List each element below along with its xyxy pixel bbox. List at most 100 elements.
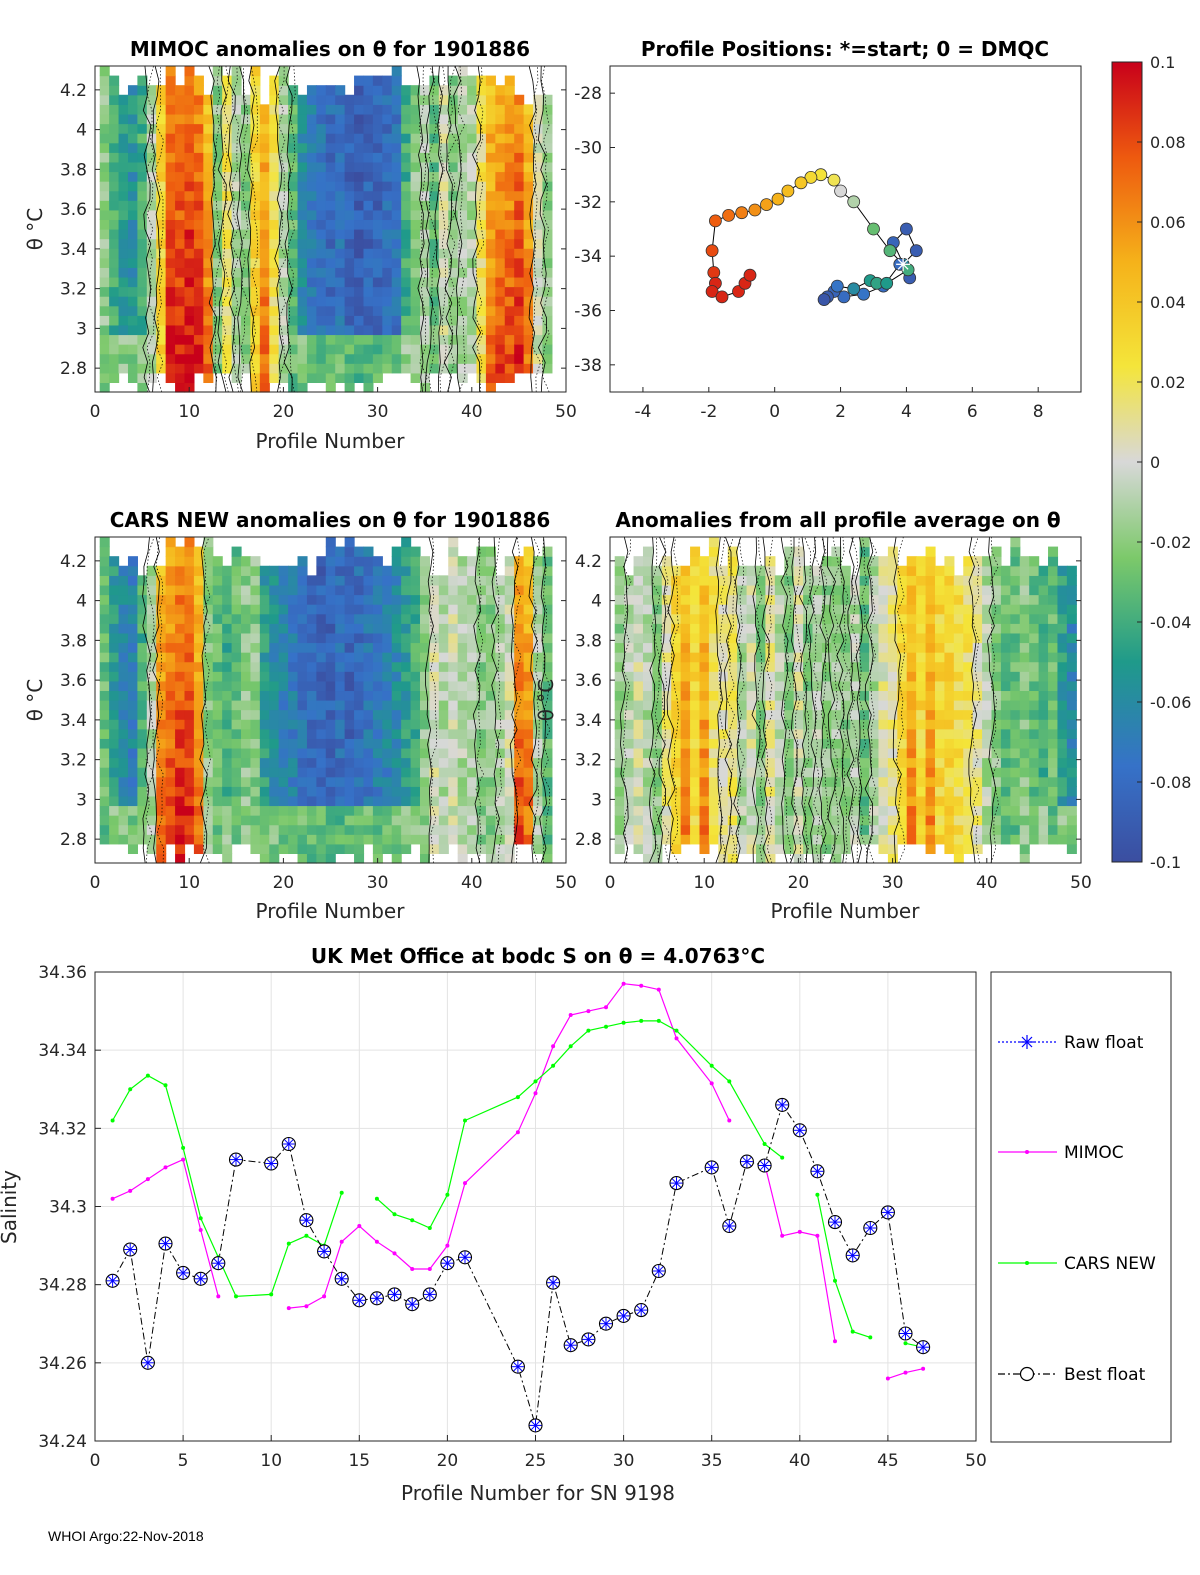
mimoc-cell [250,152,261,163]
cars-cell [419,843,431,855]
mimoc-cell [344,181,355,192]
cars-cell [382,613,393,624]
mimoc-cell [212,94,223,105]
mimoc-cell [438,133,449,144]
allavg-cell [727,604,738,615]
cars-cell [109,834,120,845]
allavg-cell [1010,623,1021,634]
allavg-cell [821,632,832,644]
cars-cell [514,623,525,634]
mimoc-cell [438,85,449,96]
cars-cell [476,623,487,634]
allavg-cell [1066,834,1077,845]
allavg-cell [727,843,738,855]
mimoc-cell [448,248,459,259]
allavg-cell [972,671,983,682]
cars-cell [250,661,261,672]
mimoc-cell [146,85,157,96]
cars-cell [335,613,346,624]
cars-cell [278,786,289,797]
allavg-cell [1010,565,1021,576]
mimoc-cell [476,209,487,221]
cars-cell [250,680,261,692]
allavg-cell [821,652,832,663]
cars-cell [118,824,129,835]
positions-xtick-label: 6 [967,402,978,422]
cars-cell [137,824,148,835]
cars-cell [165,671,176,682]
cars-cell [259,671,270,682]
mimoc-cell [165,334,176,345]
allavg-cell [1057,680,1068,692]
mimoc-cell [203,353,214,364]
mimoc-cell [118,94,129,105]
colorbar-tick-label: 0.04 [1150,293,1186,312]
cars-cell [382,584,393,596]
cars-cell [165,786,176,797]
mimoc-cell [212,85,223,96]
mimoc-cell [533,152,544,163]
allavg-cell [652,853,663,864]
mimoc-cell [175,190,186,201]
cars-cell [288,776,299,787]
cars-cell [372,834,383,845]
cars-cell [175,594,186,605]
mimoc-cell [514,152,525,163]
mimoc-cell [175,276,186,288]
cars-cell [542,556,553,567]
mimoc-cell [222,334,233,345]
mimoc-cell [325,315,336,326]
mimoc-cell [542,276,553,288]
mimoc-cell [137,324,148,336]
cars-cell [504,594,515,605]
cars-cell [165,719,176,730]
allavg-cell [906,594,917,605]
series-point [128,1087,133,1092]
cars-cell [241,709,252,720]
mimoc-cell [212,181,223,192]
allavg-cell [944,700,955,711]
allavg-cell [916,815,927,826]
cars-cell [269,604,280,615]
allavg-cell [614,584,625,596]
allavg-cell [925,776,936,787]
cars-cell [410,623,421,634]
cars-cell [410,767,421,778]
mimoc-cell [382,267,393,278]
mimoc-cell [438,276,449,288]
mimoc-cell [372,133,383,144]
allavg-cell [793,584,804,596]
allavg-cell [614,815,625,826]
cars-cell [231,700,242,711]
mimoc-cell [165,315,176,326]
mimoc-contour [151,65,161,393]
allavg-cell [869,575,880,586]
allavg-cell [642,584,653,596]
cars-cell [278,795,289,807]
series-point [357,1224,362,1228]
mimoc-cell [184,75,195,86]
mimoc-cell [241,238,252,249]
allavg-cell [718,709,729,720]
mimoc-cell [109,219,120,230]
allavg-cell [916,613,927,624]
allavg-cell [1066,584,1077,596]
mimoc-cell [391,66,402,77]
allavg-cell [765,738,776,749]
allavg-cell [652,700,663,711]
mimoc-cell [495,209,506,221]
cars-cell [438,671,449,682]
allavg-cell [803,805,814,816]
allavg-cell [897,834,908,845]
cars-cell [250,604,261,615]
allavg-cell [727,709,738,720]
allavg-cell [642,709,653,720]
series-point [322,1294,327,1299]
positions-y-ticks: -28-30-32-34-36-38 [574,84,615,376]
allavg-cell [840,757,851,768]
allavg-cell [803,575,814,586]
mimoc-cell [99,286,110,297]
mimoc-cell [146,363,157,374]
mimoc-cell [137,382,148,393]
cars-cell [401,690,412,701]
